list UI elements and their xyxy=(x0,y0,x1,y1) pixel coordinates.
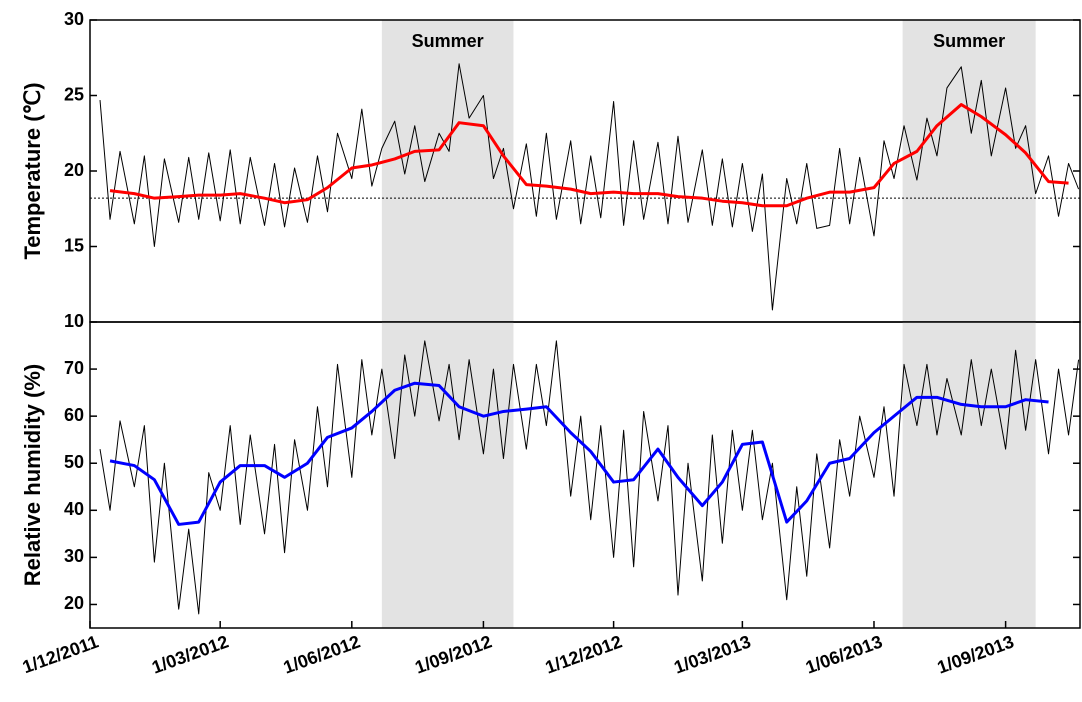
shaded-region xyxy=(381,322,514,628)
y-tick-label: 10 xyxy=(64,311,84,331)
y-tick-label: 20 xyxy=(64,160,84,180)
y-axis-label: Relative humidity (%) xyxy=(20,364,45,586)
y-tick-label: 15 xyxy=(64,235,84,255)
shaded-region xyxy=(381,20,514,322)
y-tick-label: 30 xyxy=(64,546,84,566)
x-tick-label: 1/12/2011 xyxy=(20,631,101,677)
y-tick-label: 60 xyxy=(64,405,84,425)
series-line xyxy=(109,103,1069,208)
y-tick-label: 20 xyxy=(64,593,84,613)
y-tick-label: 40 xyxy=(64,499,84,519)
region-label: Summer xyxy=(412,31,484,51)
x-tick-label: 1/03/2013 xyxy=(671,631,753,677)
x-tick-label: 1/09/2012 xyxy=(412,631,494,677)
plot-frame xyxy=(89,321,1081,629)
x-tick-label: 1/06/2012 xyxy=(281,631,363,677)
x-tick-label: 1/06/2013 xyxy=(803,631,885,677)
x-tick-label: 1/09/2013 xyxy=(935,631,1017,677)
region-label: Summer xyxy=(933,31,1005,51)
x-tick-label: 1/12/2012 xyxy=(543,631,625,677)
y-tick-label: 50 xyxy=(64,452,84,472)
shaded-region xyxy=(902,322,1036,628)
series-line xyxy=(109,381,1049,526)
plot-area xyxy=(90,20,1080,322)
y-axis-label: Temperature (℃) xyxy=(20,82,45,259)
plot-area xyxy=(99,322,1080,628)
shaded-region xyxy=(902,20,1036,322)
y-tick-label: 25 xyxy=(64,84,84,104)
x-tick-label: 1/03/2012 xyxy=(149,631,231,677)
series-line xyxy=(99,340,1080,615)
y-tick-label: 70 xyxy=(64,358,84,378)
series-line xyxy=(99,63,1080,311)
y-tick-label: 30 xyxy=(64,9,84,29)
